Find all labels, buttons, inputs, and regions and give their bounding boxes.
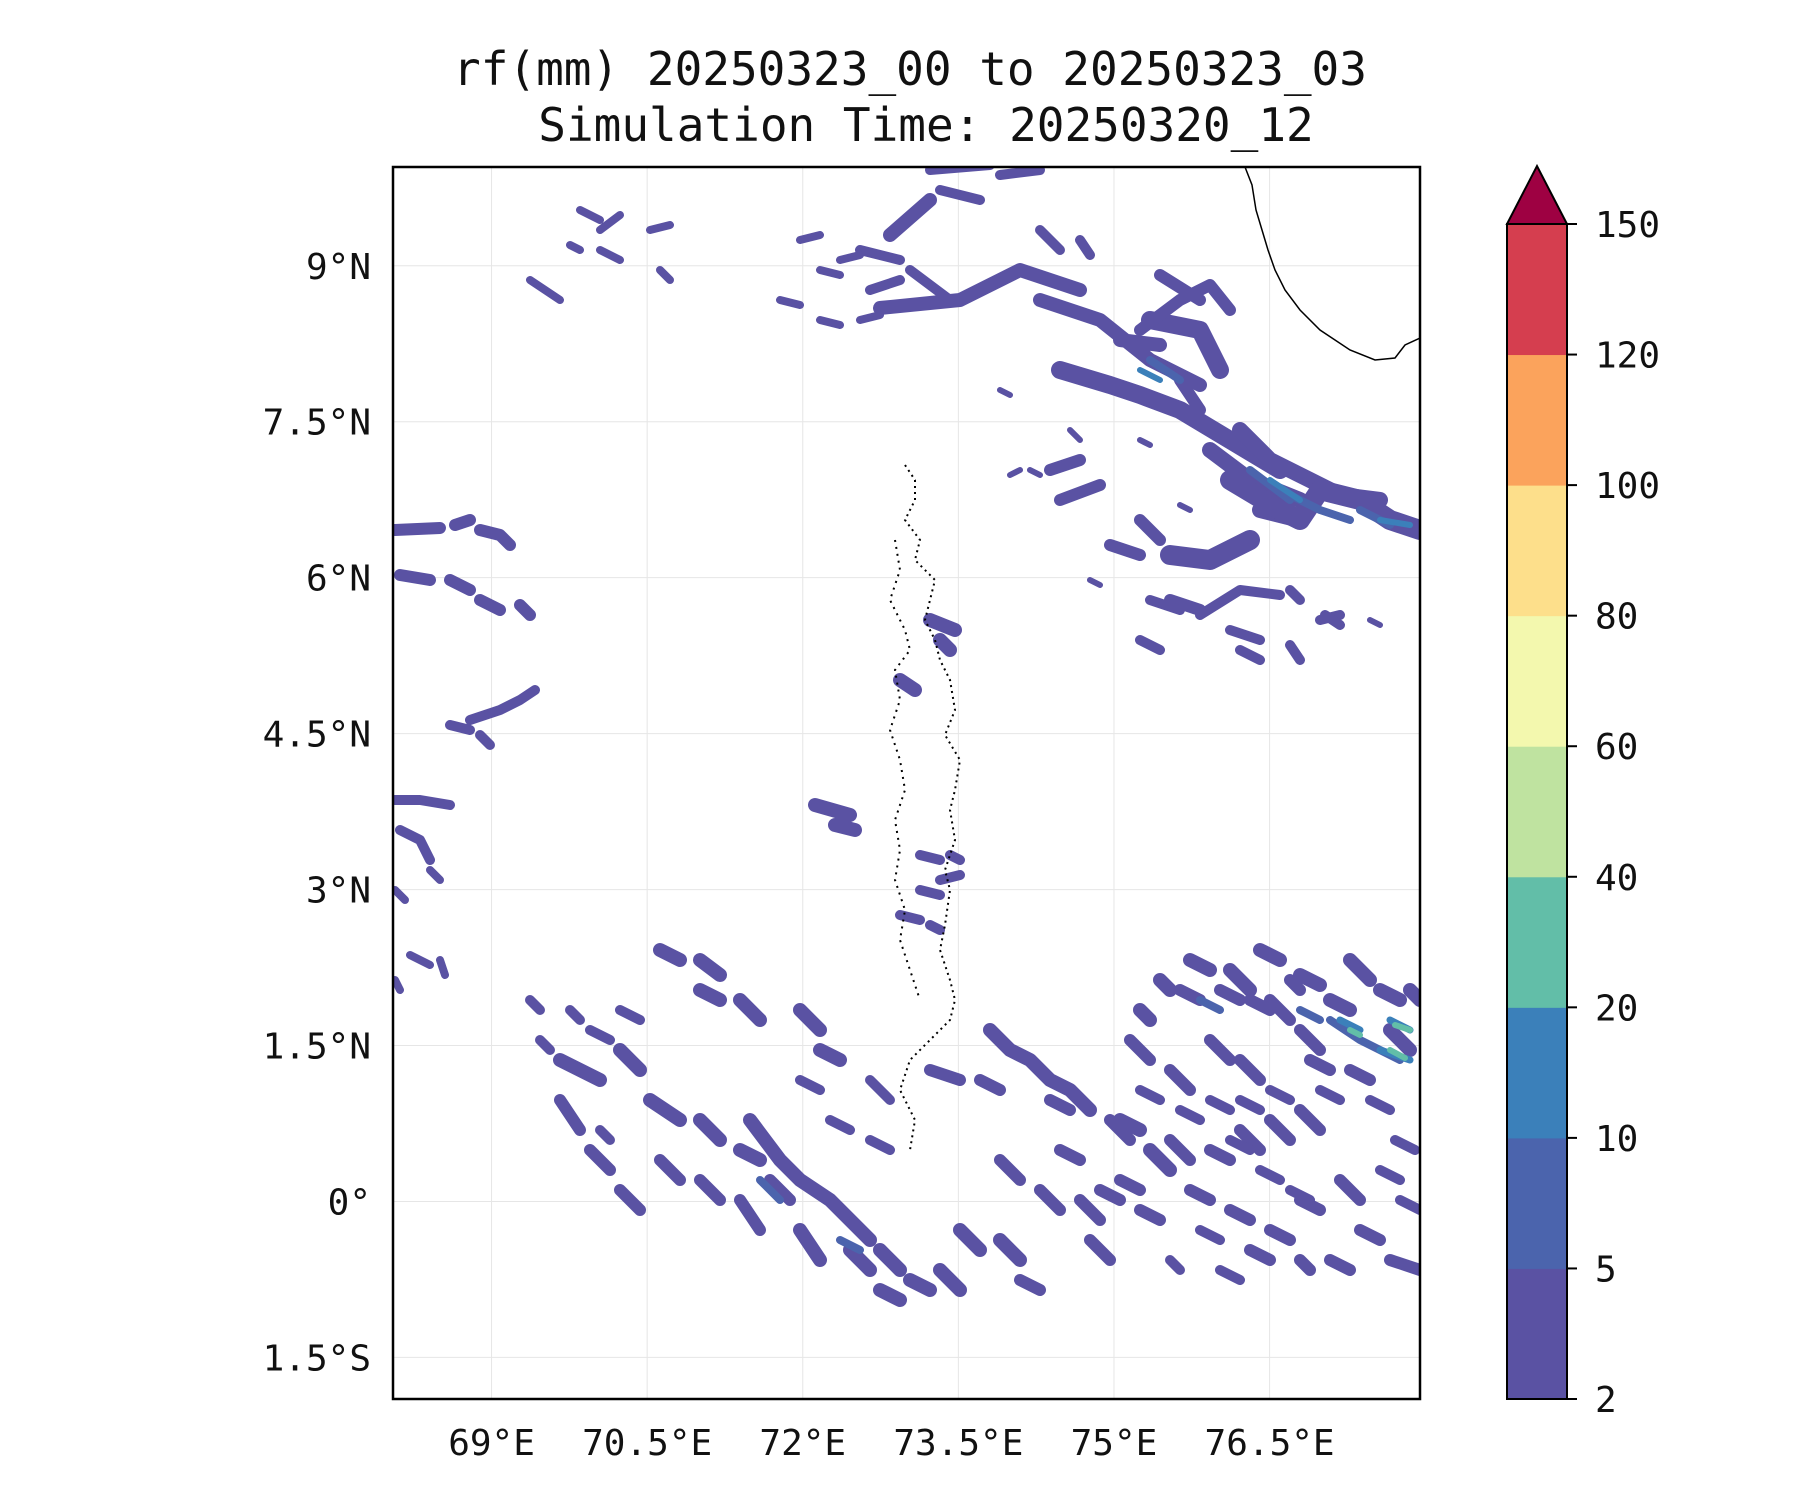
rain-area-ne-8 (1135, 610, 1345, 665)
chart-title-line-1: rf(mm) 20250323_00 to 20250323_03 (453, 42, 1367, 96)
map-area (393, 167, 1420, 1399)
rain-specks-ne (997, 387, 1383, 628)
rain-area-s-2 (553, 1043, 767, 1167)
y-tick-label: 9°N (306, 247, 371, 288)
colorbar-segment (1507, 1007, 1567, 1139)
rain-area-s-13 (1174, 974, 1376, 1086)
colorbar-tick-label: 120 (1595, 336, 1660, 377)
colorbar-extend-arrow (1505, 163, 1569, 225)
india-sri-lanka-coast (1244, 167, 1420, 361)
gridlines (393, 167, 1420, 1399)
colorbar-segment (1507, 876, 1567, 1008)
x-tick-label: 72°E (759, 1423, 846, 1464)
y-tick-labels: 9°N 7.5°N 6°N 4.5°N 3°N 1.5°N 0° 1.5°S (263, 247, 371, 1380)
colorbar-tick-label: 5 (1595, 1249, 1617, 1290)
rain-core-ne-2 (1137, 367, 1413, 528)
rain-area-w-2 (393, 685, 540, 865)
x-tick-label: 76.5°E (1205, 1423, 1335, 1464)
colorbar-segment (1507, 746, 1567, 878)
colorbar-tick-label: 80 (1595, 597, 1638, 638)
colorbar-tick-label: 2 (1595, 1380, 1617, 1421)
rain-area-s-7 (994, 1154, 1116, 1296)
rain-area-c-2 (895, 850, 965, 935)
rain-area-ne-2 (1051, 311, 1289, 479)
rain-area-ne-5 (1134, 269, 1236, 416)
rain-area-ne-1 (873, 193, 1207, 392)
rain-area-s-3 (554, 1094, 796, 1236)
colorbar-segment (1507, 615, 1567, 747)
colorbar-segment (1507, 1137, 1567, 1269)
rain-area-s-19 (1135, 1085, 1315, 1205)
colorbar-segment (1507, 224, 1567, 356)
y-tick-label: 1.5°S (263, 1338, 371, 1379)
rain-area-nw-1 (526, 206, 674, 304)
rain-area-s-14 (1094, 1184, 1420, 1276)
y-tick-label: 6°N (306, 559, 371, 600)
x-tick-labels: 69°E 70.5°E 72°E 73.5°E 75°E 76.5°E (448, 1423, 1334, 1464)
rain-area-s-4 (743, 1113, 877, 1277)
rain-core-s-3 (1347, 1022, 1413, 1061)
map-frame (391, 165, 1422, 1401)
rain-area-w-3 (393, 866, 449, 994)
y-tick-label: 3°N (306, 871, 371, 912)
coastline (888, 167, 1420, 1151)
rain-area-s-1 (653, 943, 847, 1067)
rain-area-w-1 (393, 514, 536, 621)
colorbar-tick-label: 60 (1595, 727, 1638, 768)
x-tick-label: 70.5°E (582, 1423, 712, 1464)
rain-area-s-15 (1205, 1085, 1420, 1155)
colorbar-tick-label: 20 (1595, 988, 1638, 1029)
colorbar-segment (1507, 354, 1567, 486)
rain-core-ne-1 (1146, 356, 1394, 529)
maldives-atolls-2 (888, 539, 921, 1001)
rain-area-c-1 (808, 613, 962, 837)
y-tick-label: 1.5°N (263, 1027, 371, 1068)
x-tick-label: 75°E (1071, 1423, 1158, 1464)
rain-area-s-8 (983, 1023, 1177, 1177)
maldives-atolls (898, 464, 962, 1151)
y-tick-label: 4.5°N (263, 715, 371, 756)
y-tick-label: 0° (328, 1182, 371, 1223)
x-tick-label: 73.5°E (893, 1423, 1023, 1464)
rain-area-s-18 (1133, 943, 1287, 1027)
y-tick-label: 7.5°N (263, 403, 371, 444)
rain-area-n-2 (776, 231, 884, 329)
rain-area-s-5 (873, 1223, 1027, 1307)
rain-area-ne-6 (1044, 454, 1206, 616)
colorbar-segment (1507, 485, 1567, 617)
colorbar-tick-label: 10 (1595, 1119, 1638, 1160)
rain-area-s-11 (1124, 994, 1326, 1096)
colorbar: 2 5 10 20 40 60 80 100 120 150 (1505, 163, 1660, 1421)
colorbar-tick-label: 100 (1595, 466, 1660, 507)
rain-area-s-9 (1104, 1104, 1326, 1166)
colorbar-outline (1506, 223, 1568, 1400)
rain-area-ne-7 (1145, 585, 1345, 665)
rain-area-s-6 (525, 995, 645, 1145)
rain-area-s-20 (795, 1075, 895, 1155)
rainfall-field (393, 167, 1420, 1307)
colorbar-tick-label: 40 (1595, 858, 1638, 899)
rain-area-s-16 (1165, 1165, 1420, 1285)
x-tick-label: 69°E (448, 1423, 535, 1464)
colorbar-segment (1507, 1268, 1567, 1400)
rain-area-s-17 (924, 1064, 1146, 1196)
colorbar-tick-label: 150 (1595, 205, 1660, 246)
rain-area-s-12 (1293, 953, 1420, 1057)
chart-title-line-2: Simulation Time: 20250320_12 (538, 98, 1314, 152)
